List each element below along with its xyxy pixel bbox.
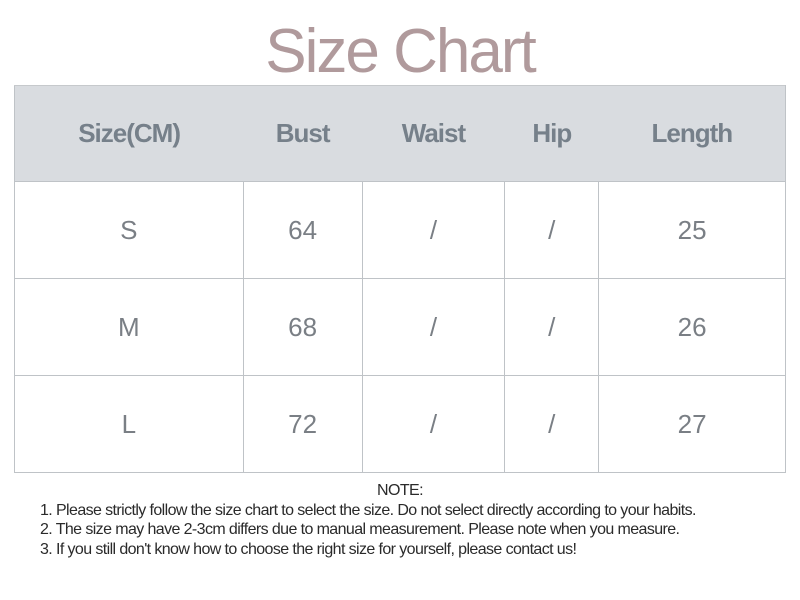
cell-size: M	[14, 278, 244, 376]
cell-length: 25	[598, 181, 786, 279]
cell-waist: /	[361, 375, 506, 473]
notes-heading: NOTE:	[377, 482, 424, 499]
header-bust: Bust	[243, 85, 363, 182]
table-header-row: Size(CM) Bust Waist Hip Length	[14, 85, 786, 182]
cell-waist: /	[361, 278, 506, 376]
page-title: Size Chart	[265, 17, 536, 86]
size-table: Size(CM) Bust Waist Hip Length S 64 / / …	[14, 85, 786, 473]
cell-size: L	[14, 375, 244, 473]
table-row: L 72 / / 27	[14, 375, 786, 473]
notes-section: NOTE: 1. Please strictly follow the size…	[40, 481, 780, 559]
table-row: S 64 / / 25	[14, 181, 786, 279]
cell-bust: 68	[242, 278, 363, 376]
cell-hip: /	[504, 375, 600, 473]
note-item: 1. Please strictly follow the size chart…	[40, 501, 696, 519]
cell-length: 26	[598, 278, 786, 376]
header-hip: Hip	[504, 85, 599, 182]
header-waist: Waist	[362, 85, 505, 182]
cell-hip: /	[504, 181, 600, 279]
note-item: 3. If you still don't know how to choose…	[40, 540, 577, 558]
header-length: Length	[598, 85, 786, 182]
cell-length: 27	[598, 375, 786, 473]
cell-bust: 72	[242, 375, 363, 473]
header-size: Size(CM)	[14, 85, 244, 182]
cell-waist: /	[361, 181, 506, 279]
cell-size: S	[14, 181, 244, 279]
note-item: 2. The size may have 2-3cm differs due t…	[40, 521, 680, 538]
table-row: M 68 / / 26	[14, 278, 786, 376]
cell-bust: 64	[242, 181, 363, 279]
cell-hip: /	[504, 278, 600, 376]
